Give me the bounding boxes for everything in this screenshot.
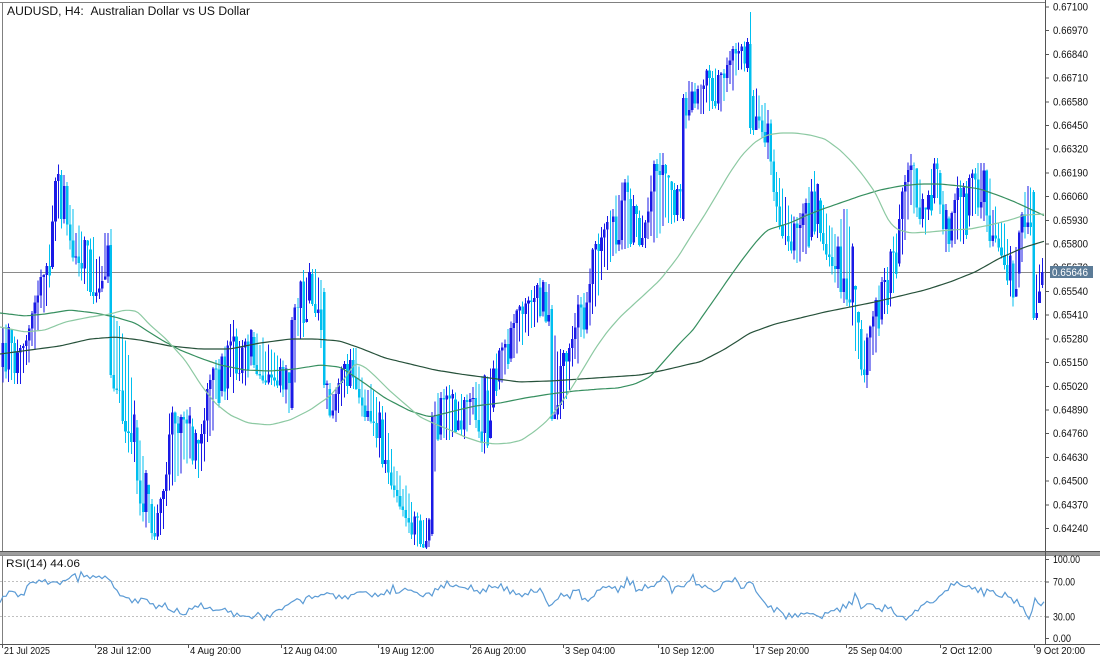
svg-text:0.66320: 0.66320 bbox=[1053, 144, 1088, 156]
svg-text:0.66060: 0.66060 bbox=[1053, 191, 1088, 203]
svg-text:17 Sep 20:00: 17 Sep 20:00 bbox=[755, 646, 810, 657]
svg-text:0.64370: 0.64370 bbox=[1053, 499, 1088, 511]
svg-text:0.65930: 0.65930 bbox=[1053, 215, 1088, 227]
svg-text:0.65150: 0.65150 bbox=[1053, 357, 1088, 369]
svg-text:12 Aug 04:00: 12 Aug 04:00 bbox=[283, 646, 338, 657]
svg-text:0.65280: 0.65280 bbox=[1053, 333, 1088, 345]
svg-text:0.65540: 0.65540 bbox=[1053, 286, 1088, 298]
svg-text:28 Jul 12:00: 28 Jul 12:00 bbox=[97, 646, 152, 657]
svg-text:0.64760: 0.64760 bbox=[1053, 428, 1088, 440]
svg-text:26 Aug 20:00: 26 Aug 20:00 bbox=[472, 646, 527, 657]
svg-text:3 Sep 04:00: 3 Sep 04:00 bbox=[565, 646, 616, 657]
svg-text:25 Sep 04:00: 25 Sep 04:00 bbox=[848, 646, 903, 657]
svg-text:0.66450: 0.66450 bbox=[1053, 120, 1088, 132]
svg-text:0.64240: 0.64240 bbox=[1053, 523, 1088, 535]
svg-text:0.00: 0.00 bbox=[1053, 633, 1071, 645]
svg-text:19 Aug 12:00: 19 Aug 12:00 bbox=[380, 646, 435, 657]
svg-text:0.66710: 0.66710 bbox=[1053, 73, 1088, 85]
svg-text:0.65800: 0.65800 bbox=[1053, 239, 1088, 251]
svg-text:100.00: 100.00 bbox=[1053, 554, 1080, 566]
svg-text:4 Aug 20:00: 4 Aug 20:00 bbox=[190, 646, 242, 657]
svg-text:30.00: 30.00 bbox=[1053, 612, 1075, 624]
svg-text:9 Oct 20:00: 9 Oct 20:00 bbox=[1036, 646, 1086, 657]
svg-text:0.64500: 0.64500 bbox=[1053, 476, 1088, 488]
svg-text:0.66840: 0.66840 bbox=[1053, 49, 1088, 61]
svg-text:AUDUSD, H4: Australian Dollar: AUDUSD, H4: Australian Dollar vs US Doll… bbox=[7, 4, 250, 18]
svg-text:2 Oct 12:00: 2 Oct 12:00 bbox=[942, 646, 993, 657]
svg-text:0.67100: 0.67100 bbox=[1053, 2, 1088, 14]
svg-text:0.65410: 0.65410 bbox=[1053, 310, 1088, 322]
svg-text:RSI(14) 44.06: RSI(14) 44.06 bbox=[6, 558, 80, 570]
svg-text:10 Sep 12:00: 10 Sep 12:00 bbox=[660, 646, 715, 657]
svg-text:0.65020: 0.65020 bbox=[1053, 381, 1088, 393]
svg-text:21 Jul 2025: 21 Jul 2025 bbox=[4, 646, 50, 657]
svg-text:70.00: 70.00 bbox=[1053, 577, 1075, 589]
svg-text:0.65646: 0.65646 bbox=[1052, 267, 1088, 279]
svg-text:0.66580: 0.66580 bbox=[1053, 96, 1088, 108]
svg-text:0.64890: 0.64890 bbox=[1053, 405, 1088, 417]
svg-text:0.66190: 0.66190 bbox=[1053, 167, 1088, 179]
svg-text:0.64630: 0.64630 bbox=[1053, 452, 1088, 464]
svg-text:0.66970: 0.66970 bbox=[1053, 25, 1088, 37]
